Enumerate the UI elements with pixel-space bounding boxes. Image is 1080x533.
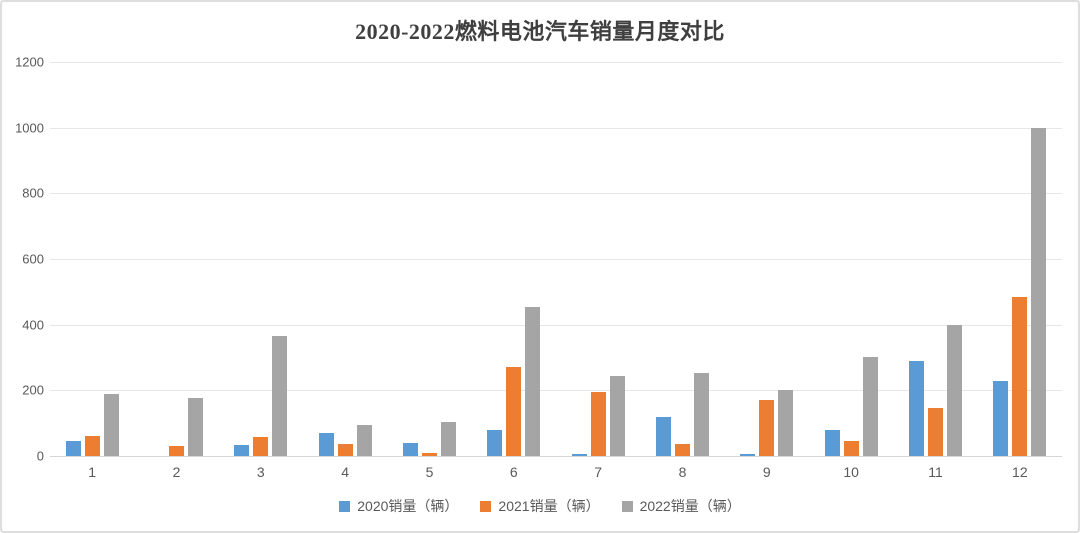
bar-2022-month-4 bbox=[356, 425, 372, 456]
bar-2020-month-4 bbox=[318, 433, 334, 456]
bar-2020-month-10 bbox=[824, 430, 840, 456]
y-tick-label: 400 bbox=[22, 317, 44, 333]
bar-2020-month-5 bbox=[403, 443, 418, 456]
x-tick-label: 3 bbox=[256, 464, 265, 480]
bar-2020-month-8 bbox=[656, 417, 671, 456]
bar-2022-month-7 bbox=[609, 376, 625, 456]
bar-2021-month-12 bbox=[1012, 297, 1028, 456]
x-tick-label: 10 bbox=[843, 464, 859, 480]
x-tick-label: 12 bbox=[1012, 464, 1028, 480]
y-tick-label: 1200 bbox=[15, 54, 44, 70]
bar-2021-month-7 bbox=[590, 392, 606, 456]
x-tick-label: 6 bbox=[509, 464, 518, 480]
bar-2022-month-8 bbox=[694, 373, 709, 456]
x-tick-label: 4 bbox=[341, 464, 350, 480]
legend-swatch-icon bbox=[621, 500, 633, 512]
bar-2020-month-7 bbox=[571, 454, 587, 456]
bar-2021-month-4 bbox=[337, 444, 353, 456]
bar-2020-month-12 bbox=[993, 381, 1009, 456]
x-tick-label: 7 bbox=[594, 464, 603, 480]
y-tick-label: 600 bbox=[22, 251, 44, 267]
bar-2020-month-11 bbox=[909, 361, 924, 456]
legend-label: 2022销量（辆） bbox=[639, 498, 741, 514]
legend-label: 2020销量（辆） bbox=[357, 498, 459, 514]
y-tick-label: 1000 bbox=[15, 120, 44, 136]
bar-2021-month-5 bbox=[422, 453, 437, 456]
gridline bbox=[50, 390, 1062, 392]
bar-2021-month-10 bbox=[843, 441, 859, 456]
bar-2020-month-3 bbox=[234, 445, 250, 456]
legend-label: 2021销量（辆） bbox=[498, 498, 600, 514]
bar-2021-month-9 bbox=[759, 400, 775, 456]
bar-2022-month-11 bbox=[947, 325, 962, 456]
x-tick-label: 2 bbox=[172, 464, 181, 480]
gridline bbox=[50, 193, 1062, 195]
bar-2021-month-3 bbox=[253, 437, 269, 456]
bar-2021-month-11 bbox=[928, 408, 943, 456]
bar-2020-month-6 bbox=[487, 430, 503, 456]
bar-2020-month-1 bbox=[65, 441, 81, 456]
gridline bbox=[50, 62, 1062, 63]
bar-2022-month-3 bbox=[272, 336, 288, 456]
x-tick-label: 11 bbox=[928, 464, 943, 480]
legend: 2020销量（辆） 2021销量（辆） 2022销量（辆） bbox=[2, 496, 1078, 516]
legend-item: 2020销量（辆） bbox=[339, 496, 458, 516]
bar-2020-month-9 bbox=[740, 454, 756, 456]
legend-swatch-icon bbox=[480, 500, 492, 512]
x-tick-label: 5 bbox=[425, 464, 434, 480]
bar-2022-month-1 bbox=[103, 394, 119, 456]
bar-2022-month-12 bbox=[1031, 128, 1047, 456]
bar-2022-month-9 bbox=[778, 390, 794, 456]
y-tick-label: 800 bbox=[22, 185, 44, 201]
chart-title: 2020-2022燃料电池汽车销量月度对比 bbox=[355, 19, 725, 44]
legend-item: 2021销量（辆） bbox=[480, 496, 600, 516]
bar-2022-month-5 bbox=[441, 422, 456, 456]
gridline bbox=[50, 259, 1062, 260]
gridline bbox=[50, 324, 1062, 326]
y-tick-label: 0 bbox=[36, 448, 44, 464]
x-tick-label: 1 bbox=[88, 464, 97, 480]
bar-2021-month-1 bbox=[84, 436, 100, 456]
bar-2022-month-2 bbox=[188, 398, 203, 456]
x-tick-label: 8 bbox=[678, 464, 687, 480]
x-tick-label: 9 bbox=[762, 464, 771, 480]
y-tick-label: 200 bbox=[22, 382, 44, 398]
x-axis-line bbox=[50, 456, 1062, 457]
gridline bbox=[50, 127, 1062, 129]
legend-item: 2022销量（辆） bbox=[621, 496, 741, 516]
bar-2021-month-2 bbox=[169, 446, 184, 456]
bar-2021-month-6 bbox=[506, 367, 522, 456]
bar-2021-month-8 bbox=[675, 444, 690, 456]
plot-area bbox=[50, 62, 1062, 457]
bar-2022-month-10 bbox=[862, 357, 878, 456]
legend-swatch-icon bbox=[339, 500, 351, 512]
bar-2022-month-6 bbox=[525, 307, 541, 456]
